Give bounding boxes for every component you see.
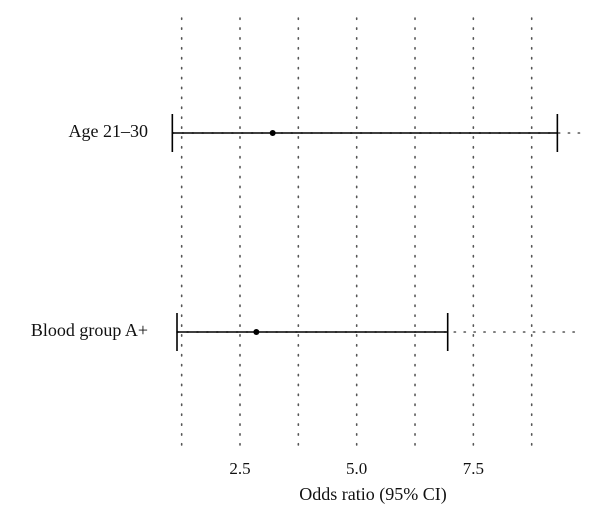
- point-estimate-marker: [269, 130, 276, 136]
- x-axis-title: Odds ratio (95% CI): [299, 484, 446, 505]
- grid-lines: [180, 17, 533, 454]
- x-axis-ticks: 2.5 5.0 7.5: [229, 459, 484, 478]
- row-label: Age 21–30: [69, 121, 149, 141]
- x-tick-label: 7.5: [463, 459, 484, 478]
- plot-rows: Age 21–30 Blood group A+: [31, 114, 581, 351]
- row-1: Blood group A+: [31, 313, 581, 351]
- x-tick-label: 2.5: [229, 459, 250, 478]
- row-label: Blood group A+: [31, 320, 148, 340]
- point-estimate-marker: [253, 329, 260, 335]
- x-tick-label: 5.0: [346, 459, 367, 478]
- row-0: Age 21–30: [69, 114, 581, 152]
